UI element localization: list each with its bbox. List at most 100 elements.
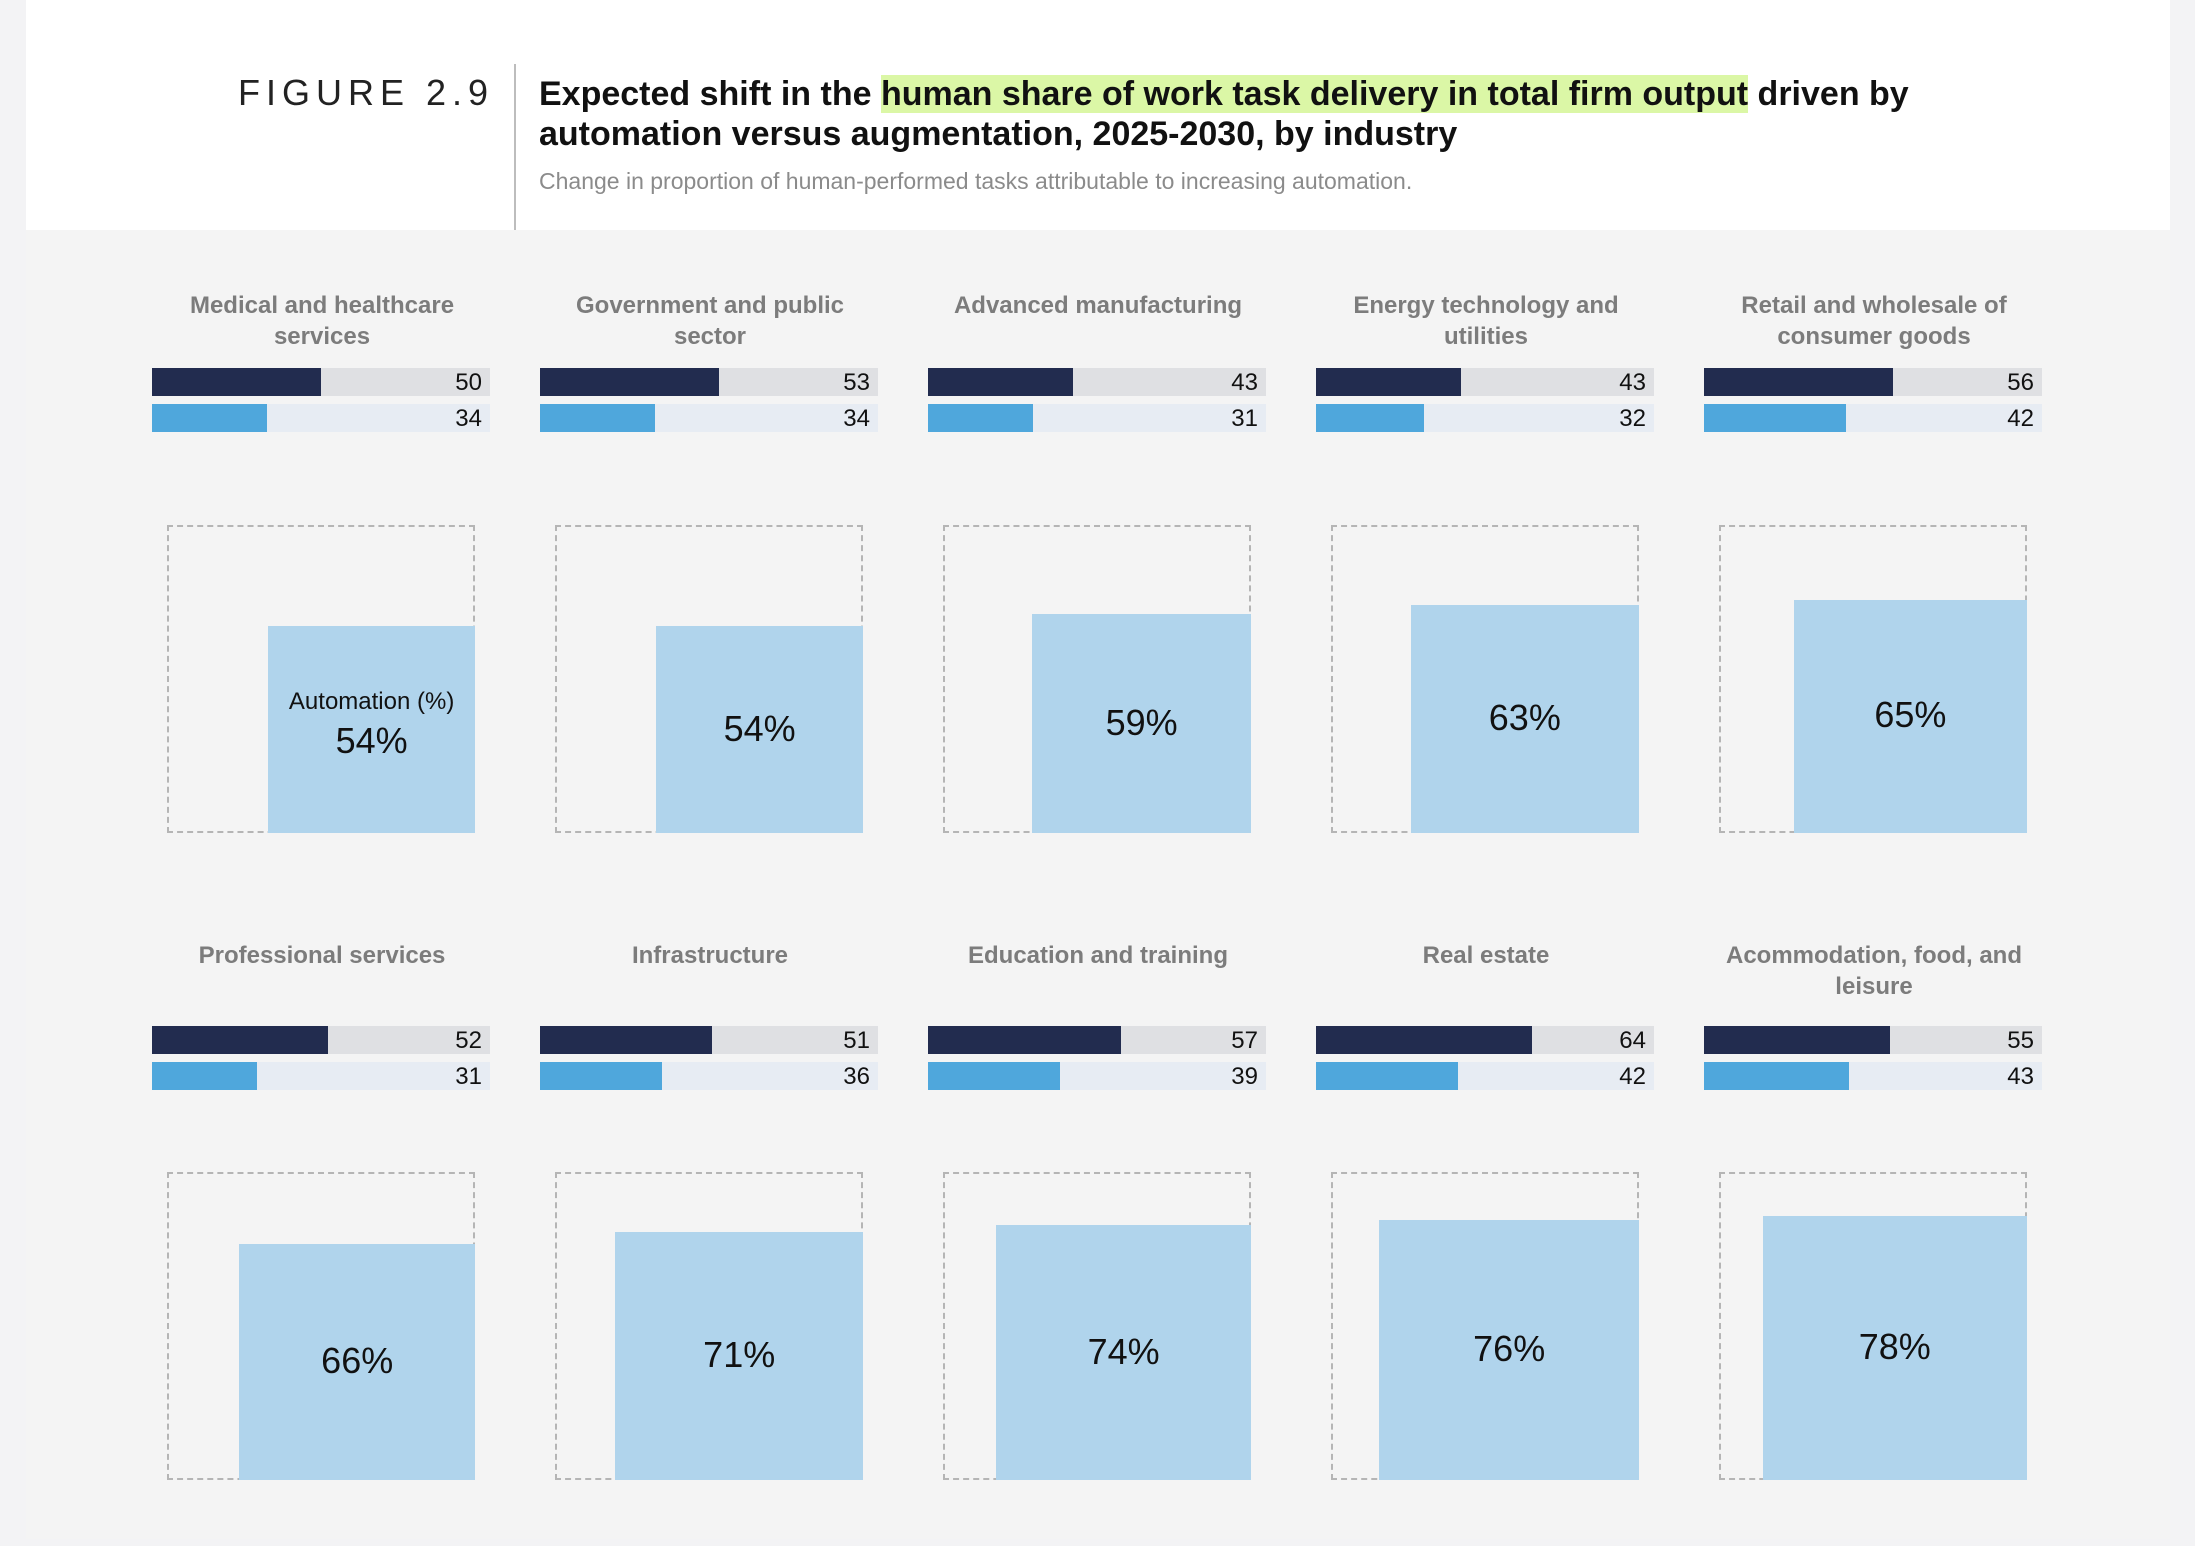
dark-bar-value: 56 (2007, 369, 2034, 396)
light-bar (1316, 1062, 1458, 1090)
dark-bar-value: 57 (1231, 1027, 1258, 1054)
light-bar-value: 43 (2007, 1063, 2034, 1090)
dark-bar (928, 1026, 1121, 1054)
dark-bar-track: 43 (928, 368, 1266, 396)
dark-bar-track: 53 (540, 368, 878, 396)
light-bar-value: 31 (455, 1063, 482, 1090)
light-bar (540, 1062, 662, 1090)
industry-name: Infrastructure (631, 942, 789, 969)
dark-bar-track: 51 (540, 1026, 878, 1054)
figure-title: Expected shift in the human share of wor… (539, 74, 2039, 154)
automation-value: 59% (1105, 701, 1178, 743)
industry-name: Education and training (967, 942, 1228, 969)
industry-name: Government and public sector (575, 292, 845, 350)
industry-name: Advanced manufacturing (953, 292, 1243, 319)
light-bar-value: 36 (843, 1063, 870, 1090)
industry-panel: Medical and healthcare services 50 34 Autom… (152, 290, 492, 890)
dark-bar-value: 64 (1619, 1027, 1646, 1054)
automation-box: 63% (1410, 604, 1639, 833)
light-bar-track: 42 (1316, 1062, 1654, 1090)
automation-box: 76% (1379, 1220, 1639, 1480)
dark-bar-value: 43 (1619, 369, 1646, 396)
industry-panel: Acommodation, food, and leisure 55 43 78% (1704, 942, 2044, 1546)
dark-bar (928, 368, 1074, 396)
dark-bar-value: 52 (455, 1027, 482, 1054)
industry-panel: Infrastructure 51 36 71% (540, 942, 880, 1546)
industry-name: Retail and wholesale of consumer goods (1741, 292, 2007, 350)
automation-box: 54% (656, 626, 863, 833)
automation-value: 66% (321, 1340, 394, 1382)
light-bar (1316, 404, 1425, 432)
automation-value: 54% (723, 707, 796, 749)
automation-box: Automation (%) 54% (268, 626, 475, 833)
light-bar-track: 31 (928, 404, 1266, 432)
automation-value: 63% (1488, 696, 1561, 738)
automation-value: 76% (1473, 1328, 1546, 1370)
dark-bar-track: 56 (1704, 368, 2042, 396)
light-bar-track: 39 (928, 1062, 1266, 1090)
light-bar-track: 42 (1704, 404, 2042, 432)
light-bar (1704, 404, 1846, 432)
industry-name: Medical and healthcare services (189, 292, 455, 350)
light-bar-track: 34 (540, 404, 878, 432)
dark-bar-track: 52 (152, 1026, 490, 1054)
industry-panel: Energy technology and utilities 43 32 63% (1316, 290, 1656, 890)
industry-panel: Professional services 52 31 66% (152, 942, 492, 1546)
light-bar-track: 36 (540, 1062, 878, 1090)
industry-panel: Retail and wholesale of consumer goods 56… (1704, 290, 2044, 890)
light-bar-track: 31 (152, 1062, 490, 1090)
industry-panel: Government and public sector 53 34 54% (540, 290, 880, 890)
dark-bar-value: 53 (843, 369, 870, 396)
title-part-2: driven by automation versus augmentation… (539, 75, 1909, 153)
dark-bar-track: 55 (1704, 1026, 2042, 1054)
automation-value: 78% (1858, 1325, 1931, 1367)
dark-bar-track: 43 (1316, 368, 1654, 396)
dark-bar (1316, 1026, 1533, 1054)
title-part-1: Expected shift in the (539, 75, 881, 113)
figure-header: FIGURE 2.9 Expected shift in the human s… (26, 0, 2170, 230)
light-bar-value: 32 (1619, 405, 1646, 432)
light-bar-value: 34 (843, 405, 870, 432)
automation-value: 74% (1087, 1330, 1160, 1372)
dark-bar-value: 50 (455, 369, 482, 396)
automation-box: 65% (1793, 599, 2027, 833)
dark-bar-value: 43 (1231, 369, 1258, 396)
light-bar-value: 42 (1619, 1063, 1646, 1090)
dark-bar-track: 57 (928, 1026, 1266, 1054)
dark-bar-track: 64 (1316, 1026, 1654, 1054)
light-bar-value: 34 (455, 405, 482, 432)
light-bar (540, 404, 655, 432)
industry-name: Acommodation, food, and leisure (1726, 942, 2022, 1000)
light-bar (152, 404, 267, 432)
light-bar-track: 32 (1316, 404, 1654, 432)
dark-bar-value: 55 (2007, 1027, 2034, 1054)
automation-caption: Automation (%) (288, 687, 455, 715)
light-bar-value: 31 (1231, 405, 1258, 432)
figure-page: FIGURE 2.9 Expected shift in the human s… (26, 0, 2170, 1539)
light-bar-track: 34 (152, 404, 490, 432)
dark-bar (152, 1026, 328, 1054)
industry-name: Professional services (198, 942, 446, 969)
dark-bar (152, 368, 321, 396)
industry-name: Energy technology and utilities (1353, 292, 1619, 350)
dark-bar (1704, 368, 1894, 396)
figure-subtitle: Change in proportion of human-performed … (539, 168, 1413, 194)
industry-panel: Education and training 57 39 74% (928, 942, 1268, 1546)
light-bar-value: 39 (1231, 1063, 1258, 1090)
light-bar (1704, 1062, 1850, 1090)
industry-panel: Advanced manufacturing 43 31 59% (928, 290, 1268, 890)
automation-value: 71% (703, 1334, 776, 1376)
automation-value: 65% (1874, 694, 1947, 736)
automation-box: 78% (1762, 1215, 2027, 1480)
figure-label: FIGURE 2.9 (238, 72, 495, 113)
industry-panel: Real estate 64 42 76% (1316, 942, 1656, 1546)
automation-box: 74% (996, 1225, 1251, 1480)
automation-value: 54% (335, 719, 408, 761)
title-highlight: human share of work task delivery in tot… (880, 75, 1749, 113)
light-bar (152, 1062, 257, 1090)
light-bar (928, 404, 1033, 432)
industry-name: Real estate (1422, 942, 1550, 969)
light-bar (928, 1062, 1060, 1090)
dark-bar-track: 50 (152, 368, 490, 396)
dark-bar-value: 51 (843, 1027, 870, 1054)
